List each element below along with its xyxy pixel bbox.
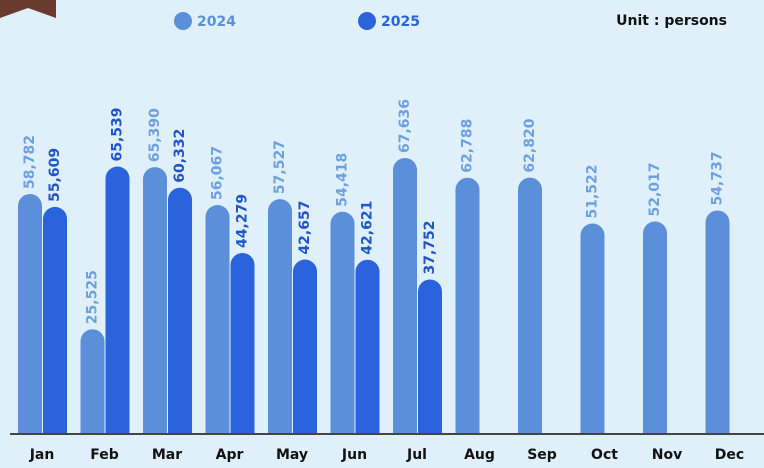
x-tick-label: Jul bbox=[406, 447, 427, 463]
value-label: 42,657 bbox=[297, 201, 313, 255]
value-label: 25,525 bbox=[85, 270, 101, 324]
bar bbox=[168, 187, 192, 433]
bar bbox=[293, 259, 317, 433]
x-tick-label: Apr bbox=[216, 447, 244, 463]
value-label: 62,820 bbox=[522, 118, 538, 172]
bar bbox=[580, 223, 605, 433]
bar bbox=[205, 205, 230, 433]
x-tick-label: Nov bbox=[652, 447, 682, 463]
bar bbox=[518, 177, 542, 433]
bar bbox=[418, 279, 443, 433]
legend-swatch bbox=[174, 12, 192, 30]
bar bbox=[355, 259, 380, 433]
x-tick-label: Aug bbox=[464, 447, 495, 463]
bar bbox=[705, 210, 730, 433]
value-label: 56,067 bbox=[210, 146, 226, 200]
value-label: 55,609 bbox=[47, 148, 63, 202]
x-tick-label: Jun bbox=[341, 447, 367, 463]
x-tick-label: May bbox=[276, 447, 308, 463]
value-label: 42,621 bbox=[360, 201, 376, 255]
corner-decoration bbox=[0, 0, 56, 18]
bar bbox=[18, 193, 42, 433]
value-label: 65,539 bbox=[110, 107, 126, 161]
value-label: 54,418 bbox=[335, 153, 351, 207]
x-tick-label: Mar bbox=[152, 447, 182, 463]
value-label: 57,527 bbox=[272, 140, 288, 194]
bar bbox=[393, 158, 417, 433]
value-label: 60,332 bbox=[172, 129, 188, 183]
x-tick-label: Feb bbox=[90, 447, 119, 463]
x-tick-label: Oct bbox=[591, 447, 618, 463]
bar bbox=[330, 211, 355, 433]
x-tick-label: Sep bbox=[527, 447, 557, 463]
bar bbox=[643, 221, 667, 433]
value-label: 65,390 bbox=[147, 108, 163, 162]
value-label: 52,017 bbox=[647, 162, 663, 216]
x-tick-label: Dec bbox=[715, 447, 744, 463]
legend-swatch bbox=[358, 12, 376, 30]
value-label: 67,636 bbox=[397, 99, 413, 153]
value-label: 62,788 bbox=[460, 119, 476, 173]
bar bbox=[143, 167, 167, 434]
value-label: 44,279 bbox=[235, 194, 251, 248]
x-tick-label: Jan bbox=[29, 447, 55, 463]
unit-annotation: Unit : persons bbox=[616, 13, 727, 29]
bar bbox=[268, 199, 292, 433]
value-label: 54,737 bbox=[710, 151, 726, 205]
value-label: 51,522 bbox=[585, 164, 601, 218]
legend-label: 2024 bbox=[197, 14, 236, 30]
value-label: 58,782 bbox=[22, 135, 38, 189]
bar bbox=[80, 329, 105, 433]
bar bbox=[230, 252, 255, 433]
bar bbox=[105, 166, 130, 433]
bar bbox=[43, 206, 67, 433]
legend-label: 2025 bbox=[381, 14, 420, 30]
bar bbox=[455, 177, 480, 433]
value-label: 37,752 bbox=[422, 220, 438, 274]
